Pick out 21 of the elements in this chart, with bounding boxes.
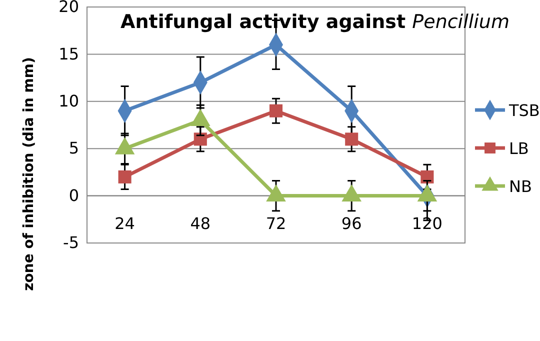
x-tick-label: 48	[190, 214, 211, 234]
x-tick-label: 96	[341, 214, 362, 234]
point	[118, 170, 132, 184]
y-tick-label: 0	[68, 186, 79, 205]
y-tick-label: 15	[58, 44, 79, 64]
legend-label: NB	[509, 177, 532, 196]
legend-label: LB	[509, 139, 529, 158]
x-tick-label: 72	[266, 214, 286, 234]
y-tick-label: 20	[58, 0, 79, 16]
y-tick-label: 5	[68, 138, 79, 158]
y-axis-title: zone of inhibition (dia in mm)	[21, 57, 37, 291]
y-tick-label: 10	[58, 92, 79, 111]
point	[269, 104, 283, 118]
point	[420, 170, 434, 184]
chart-title: Antifungal activity against Pencillium	[120, 11, 510, 33]
x-tick-label: 120	[412, 214, 442, 234]
legend-label: TSB	[508, 101, 540, 120]
point	[194, 132, 207, 146]
x-tick-label: 24	[114, 214, 135, 234]
y-tick-label: -5	[63, 233, 79, 252]
point	[345, 132, 358, 146]
